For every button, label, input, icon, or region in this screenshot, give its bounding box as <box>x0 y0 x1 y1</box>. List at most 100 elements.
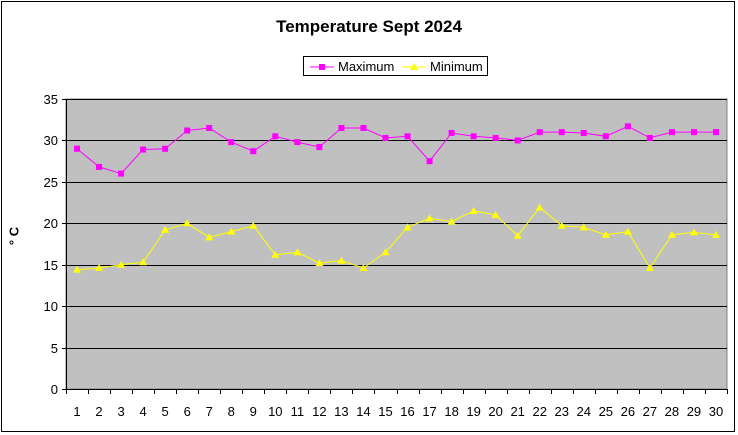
data-point-minimum <box>381 248 390 256</box>
x-tick-label: 17 <box>422 404 436 419</box>
y-tick-label: 5 <box>51 341 58 356</box>
data-point-minimum <box>469 206 478 214</box>
data-point-minimum <box>315 259 324 267</box>
x-tick-label: 6 <box>184 404 191 419</box>
data-point-maximum <box>228 139 235 146</box>
data-point-minimum <box>161 225 170 233</box>
plot-background <box>65 98 728 390</box>
data-point-minimum <box>667 230 676 238</box>
data-point-minimum <box>711 230 720 238</box>
data-point-maximum <box>360 125 367 131</box>
data-point-maximum <box>514 137 521 144</box>
data-point-minimum <box>227 227 236 235</box>
x-tick-label: 22 <box>532 404 546 419</box>
x-tick-label: 28 <box>665 404 679 419</box>
data-point-minimum <box>579 223 588 231</box>
data-point-minimum <box>139 258 148 266</box>
series-line-minimum <box>76 206 717 271</box>
legend-label-maximum: Maximum <box>338 59 395 74</box>
x-tick-label: 15 <box>378 404 392 419</box>
y-tick-label: 15 <box>44 258 58 273</box>
data-point-minimum <box>425 214 434 222</box>
data-point-minimum <box>117 260 126 268</box>
x-tick-label: 3 <box>117 404 124 419</box>
x-tick-label: 14 <box>356 404 370 419</box>
data-point-maximum <box>404 133 411 140</box>
x-tick-label: 10 <box>268 404 282 419</box>
data-point-maximum <box>646 134 653 141</box>
x-tick-label: 7 <box>206 404 213 419</box>
data-point-maximum <box>624 123 631 130</box>
data-point-minimum <box>403 223 412 231</box>
data-point-maximum <box>580 129 587 136</box>
y-tick-label: 30 <box>44 133 58 148</box>
data-point-maximum <box>162 145 169 152</box>
y-tick-label: 10 <box>44 299 58 314</box>
data-point-maximum <box>96 163 103 170</box>
data-point-maximum <box>74 145 81 152</box>
data-point-minimum <box>601 230 610 238</box>
x-tick-label: 1 <box>73 404 80 419</box>
data-point-maximum <box>140 146 147 153</box>
data-point-maximum <box>382 134 389 141</box>
x-tick-label: 8 <box>228 404 235 419</box>
data-point-minimum <box>95 264 104 272</box>
data-point-maximum <box>668 129 675 136</box>
data-point-minimum <box>645 264 654 272</box>
data-point-minimum <box>183 219 192 227</box>
data-point-maximum <box>558 129 565 136</box>
legend: Maximum Minimum <box>303 56 488 76</box>
data-point-maximum <box>536 129 543 136</box>
y-tick-label: 35 <box>44 92 58 107</box>
data-point-maximum <box>492 134 499 141</box>
x-tick-label: 25 <box>599 404 613 419</box>
x-tick-label: 12 <box>312 404 326 419</box>
x-tick-label: 23 <box>555 404 569 419</box>
x-tick-label: 5 <box>162 404 169 419</box>
data-point-maximum <box>250 148 257 155</box>
legend-swatch-minimum <box>402 63 426 70</box>
x-tick-label: 9 <box>250 404 257 419</box>
data-point-maximum <box>426 158 433 165</box>
x-tick-label: 29 <box>687 404 701 419</box>
legend-swatch-maximum <box>310 64 334 70</box>
data-point-minimum <box>205 233 214 241</box>
data-point-minimum <box>73 265 82 273</box>
y-tick-label: 25 <box>44 175 58 190</box>
x-tick-label: 26 <box>621 404 635 419</box>
data-point-minimum <box>689 228 698 236</box>
legend-label-minimum: Minimum <box>430 59 483 74</box>
data-point-minimum <box>293 248 302 256</box>
data-point-minimum <box>271 250 280 258</box>
data-point-maximum <box>294 139 301 146</box>
data-point-maximum <box>338 125 345 131</box>
x-tick-label: 20 <box>488 404 502 419</box>
x-tick-label: 2 <box>95 404 102 419</box>
x-tick-label: 24 <box>577 404 591 419</box>
data-point-maximum <box>316 144 323 151</box>
data-point-maximum <box>206 125 213 131</box>
data-point-minimum <box>623 227 632 235</box>
data-point-maximum <box>690 129 697 136</box>
data-point-minimum <box>249 221 258 229</box>
data-point-maximum <box>470 133 477 140</box>
y-tick-label: 20 <box>44 216 58 231</box>
x-tick-label: 16 <box>400 404 414 419</box>
data-point-minimum <box>535 203 544 211</box>
x-tick-label: 27 <box>643 404 657 419</box>
data-point-minimum <box>557 221 566 229</box>
data-point-maximum <box>118 170 125 177</box>
data-point-maximum <box>602 133 609 140</box>
y-tick-label: 0 <box>51 382 58 397</box>
data-point-minimum <box>513 231 522 239</box>
data-point-maximum <box>448 129 455 136</box>
data-point-minimum <box>491 211 500 218</box>
x-tick-label: 21 <box>510 404 524 419</box>
data-point-minimum <box>337 256 346 264</box>
series-line-maximum <box>76 125 716 175</box>
chart-title: Temperature Sept 2024 <box>276 17 462 36</box>
data-point-maximum <box>272 133 279 140</box>
data-point-maximum <box>712 129 719 136</box>
data-point-maximum <box>184 127 191 134</box>
